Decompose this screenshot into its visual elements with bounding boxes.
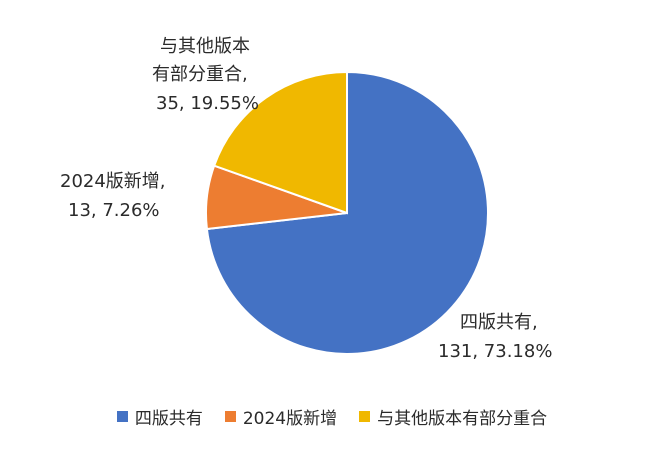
slice-label-name-partial-line1: 与其他版本 [160,36,250,57]
slice-label-value-partial: 35, 19.55% [156,93,259,114]
slice-label-value-shared: 131, 73.18% [438,341,552,362]
chart-legend: 四版共有 2024版新增 与其他版本有部分重合 [0,404,664,429]
slice-label-name-shared: 四版共有, [460,312,538,333]
legend-item-partial-overlap: 与其他版本有部分重合 [359,404,547,429]
legend-swatch-partial-overlap [359,411,371,422]
legend-label-2024-new: 2024版新增 [242,409,338,429]
legend-item-2024-new: 2024版新增 [224,404,338,429]
legend-swatch-2024-new [224,411,236,422]
legend-swatch-shared [116,411,128,422]
legend-label-shared: 四版共有 [134,409,203,429]
slice-label-value-2024-new: 13, 7.26% [68,200,160,221]
legend-label-partial-overlap: 与其他版本有部分重合 [377,409,548,429]
pie-slice-partial-overlap [212,70,348,215]
pie-slices [205,70,489,355]
slice-label-name-2024-new: 2024版新增, [60,171,166,192]
slice-label-name-partial-line2: 有部分重合, [152,64,248,85]
legend-item-shared: 四版共有 [116,404,203,429]
